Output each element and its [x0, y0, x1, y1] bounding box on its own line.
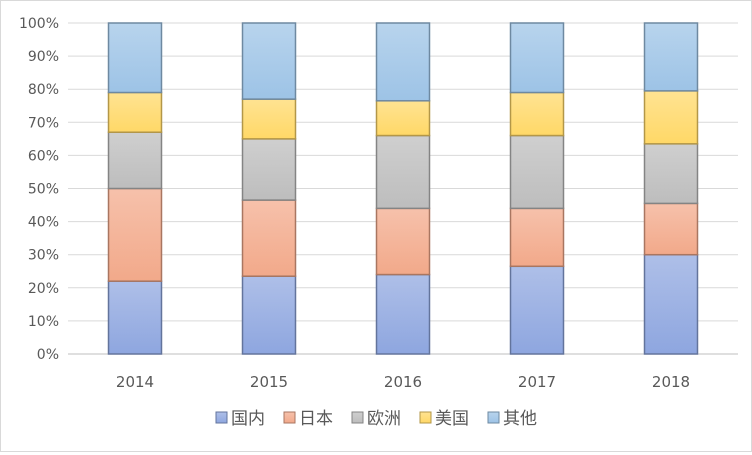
- bar-segment: [509, 134, 565, 210]
- bar-segment: [375, 100, 431, 137]
- bar-segment: [241, 138, 297, 201]
- legend-label: 其他: [503, 409, 537, 429]
- bar-segment: [643, 253, 699, 355]
- x-tick-label: 2014: [116, 373, 154, 391]
- bar-segment: [509, 265, 565, 355]
- y-tick-label: 80%: [28, 82, 59, 98]
- legend-label: 日本: [299, 409, 333, 429]
- y-axis-tick-labels: 0% 10% 20% 30% 40% 50% 60% 70% 80% 90% 100%: [19, 16, 59, 363]
- bar-segment: [375, 22, 431, 102]
- bar-segment: [509, 207, 565, 268]
- x-tick-label: 2015: [250, 373, 288, 391]
- bar-segment: [643, 22, 699, 92]
- bar-segment: [643, 143, 699, 205]
- bar-segment: [509, 91, 565, 137]
- y-tick-label: 60%: [28, 148, 59, 164]
- bar-segment: [375, 134, 431, 210]
- bar-segment: [241, 98, 297, 140]
- legend-swatch: [351, 411, 364, 424]
- bar-segment: [107, 187, 163, 282]
- legend-item: 其他: [487, 409, 537, 429]
- legend-item: 国内: [215, 409, 265, 429]
- legend: 国内 日本 欧洲 美国 其他: [215, 409, 537, 429]
- legend-item: 欧洲: [351, 409, 401, 429]
- legend-item: 美国: [419, 409, 469, 429]
- legend-swatch: [215, 411, 228, 424]
- y-tick-label: 90%: [28, 49, 59, 65]
- x-tick-label: 2018: [652, 373, 690, 391]
- bars: [107, 22, 699, 355]
- legend-label: 国内: [231, 409, 265, 429]
- x-axis-tick-labels: 2014 2015 2016 2017 2018: [116, 373, 690, 391]
- bar-segment: [107, 91, 163, 133]
- x-tick-label: 2016: [384, 373, 422, 391]
- legend-swatch: [487, 411, 500, 424]
- y-tick-label: 70%: [28, 115, 59, 131]
- bar-segment: [643, 202, 699, 256]
- bar-segment: [509, 22, 565, 94]
- x-tick-label: 2017: [518, 373, 556, 391]
- y-tick-label: 10%: [28, 314, 59, 330]
- bar-segment: [241, 22, 297, 100]
- bar-segment: [375, 273, 431, 355]
- y-tick-label: 30%: [28, 248, 59, 264]
- y-tick-label: 20%: [28, 281, 59, 297]
- bar-segment: [107, 131, 163, 190]
- legend-label: 欧洲: [367, 409, 401, 429]
- y-tick-label: 40%: [28, 215, 59, 231]
- bar-segment: [241, 275, 297, 355]
- legend-swatch: [283, 411, 296, 424]
- legend-item: 日本: [283, 409, 333, 429]
- bar-segment: [375, 207, 431, 276]
- bar-segment: [107, 22, 163, 94]
- bar-segment: [643, 90, 699, 145]
- y-tick-label: 100%: [19, 16, 59, 32]
- y-tick-label: 50%: [28, 182, 59, 198]
- bar-segment: [107, 280, 163, 355]
- legend-swatch: [419, 411, 432, 424]
- y-tick-label: 0%: [37, 347, 59, 363]
- bar-segment: [241, 199, 297, 277]
- legend-label: 美国: [435, 409, 469, 429]
